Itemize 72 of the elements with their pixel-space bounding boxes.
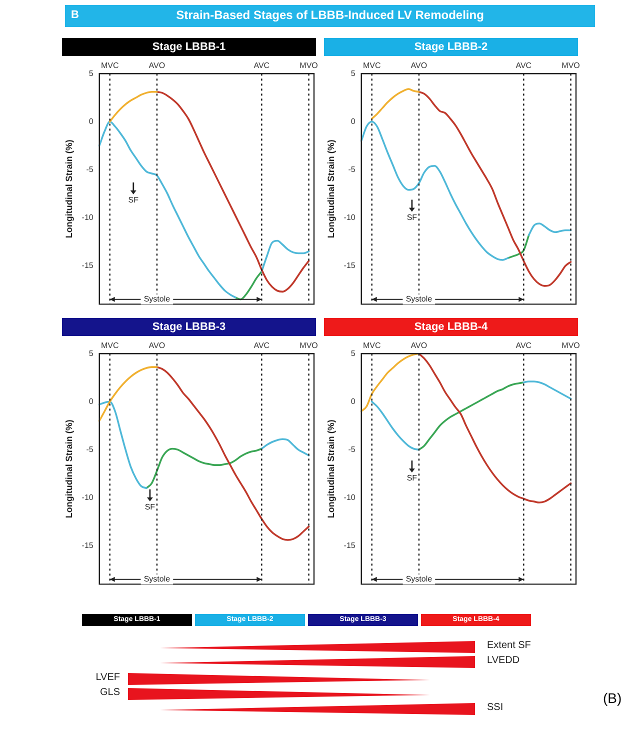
y-tick-label: -10 [344,212,356,222]
annotation: Systole [406,574,433,584]
text: Extent SF [487,640,532,651]
y-tick-label: 0 [350,116,356,126]
text: B [71,9,79,21]
y-axis-title: Longitudinal Strain (%) [326,420,336,518]
y-tick-label: -15 [344,260,356,270]
text: SSI [487,702,504,713]
y-tick-label: 5 [350,348,356,358]
x-tick-label: MVO [300,341,318,350]
annotation: SF [144,502,156,512]
y-tick-label: -5 [348,444,356,454]
y-tick-label: 0 [88,116,94,126]
annotation: Systole [144,574,171,584]
y-axis-title: Longitudinal Strain (%) [64,140,74,238]
chart-title: Stage LBBB-3 [62,318,316,336]
y-tick-label: -15 [344,540,356,550]
annotation: Systole [144,294,171,304]
text: GLS [98,687,120,698]
line-series [507,234,530,259]
annotation: Systole [406,294,433,304]
x-tick-label: AVC [254,341,270,350]
chart-title: Stage LBBB-1 [62,38,316,56]
y-axis-title: Longitudinal Strain (%) [326,140,336,238]
chart-title: Stage LBBB-4 [324,318,578,336]
line-series [370,88,420,120]
y-tick-label: -10 [82,212,94,222]
line-series [98,366,158,422]
x-tick-label: MVC [362,61,381,70]
text: LVEF [94,672,120,683]
y-tick-label: -5 [86,444,94,454]
annotation: SF [406,474,418,483]
x-tick-label: AVC [516,341,532,350]
x-tick-label: MVO [562,341,580,350]
y-tick-label: 5 [88,68,94,78]
y-axis-title: Longitudinal Strain (%) [64,420,74,518]
x-tick-label: MVO [562,61,580,70]
y-tick-label: 5 [88,348,94,358]
y-tick-label: 0 [88,396,94,406]
x-tick-label: MVC [362,341,381,350]
line-series [146,448,263,490]
x-tick-label: AVC [516,61,532,70]
y-tick-label: -10 [82,492,94,502]
line-series [156,90,310,293]
line-series [108,90,158,123]
chart-title: Stage LBBB-2 [324,38,578,56]
annotation: SF [128,196,139,205]
y-tick-label: -5 [86,164,94,174]
x-tick-label: MVO [300,61,318,70]
y-tick-label: 5 [350,68,356,78]
x-tick-label: AVO [148,61,166,70]
line-series [360,354,420,412]
y-tick-label: -10 [344,492,356,502]
line-series [234,270,263,300]
line-series [418,382,525,451]
y-tick-label: -5 [348,164,356,174]
y-tick-label: -15 [82,260,94,270]
line-series [418,354,572,504]
line-series [418,90,572,287]
x-tick-label: AVO [410,341,428,350]
text: (B) [603,690,622,706]
y-tick-label: 0 [350,396,356,406]
x-tick-label: AVO [148,341,166,350]
y-tick-label: -15 [82,540,94,550]
x-tick-label: MVC [100,341,119,350]
x-tick-label: AVC [254,61,270,70]
annotation: SF [406,212,418,222]
x-tick-label: MVC [100,61,119,70]
line-series [156,366,310,541]
text: Strain-Based Stages of LBBB-Induced LV Remodeling [176,8,484,22]
text: LVEDD [487,655,521,666]
x-tick-label: AVO [410,61,428,70]
